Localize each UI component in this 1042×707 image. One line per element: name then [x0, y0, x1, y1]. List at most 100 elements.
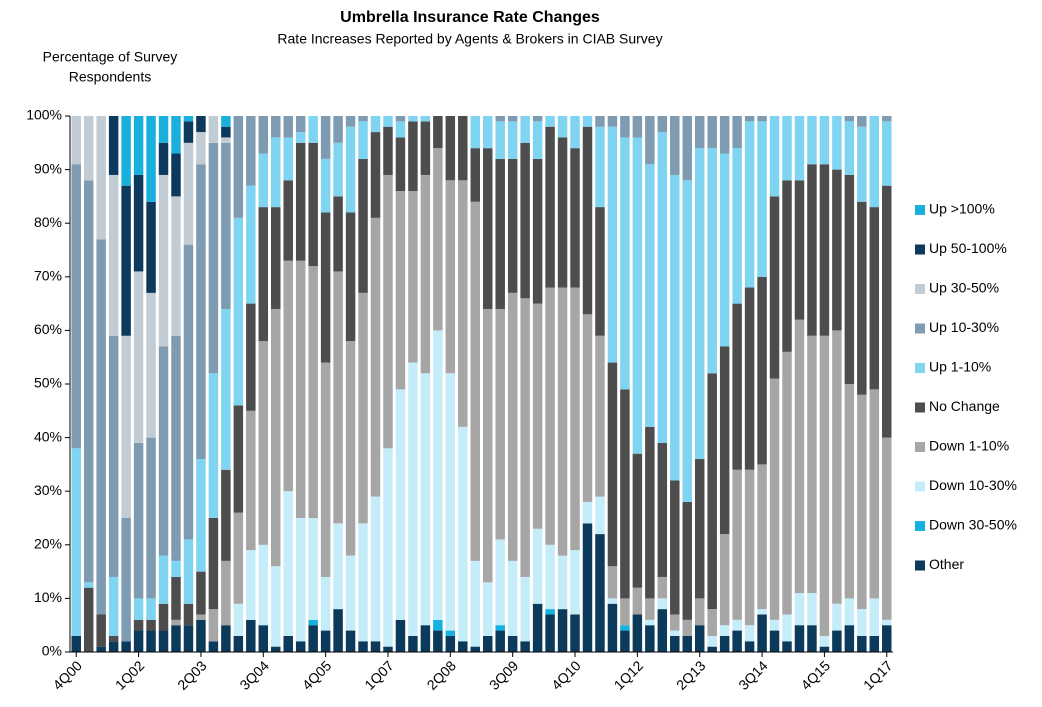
legend-label: Other — [929, 556, 964, 572]
bar-segment — [882, 437, 892, 620]
bar-segment — [320, 576, 331, 631]
bar-segment — [345, 126, 356, 213]
bar-segment — [133, 619, 144, 631]
legend-label: Down 30-50% — [929, 517, 1017, 533]
bar-segment — [420, 373, 431, 626]
bar-segment — [657, 576, 668, 599]
bar-segment — [246, 303, 256, 411]
x-tick-label: 1Q02 — [112, 657, 148, 693]
bar-segment — [582, 314, 593, 502]
bar-segment — [794, 180, 805, 320]
bar-segment — [221, 116, 231, 127]
bar-segment — [857, 126, 867, 202]
bar-segment — [71, 448, 81, 636]
bar-segment — [744, 469, 755, 626]
bar-segment — [694, 148, 705, 460]
bar-segment — [433, 148, 443, 331]
bar-segment — [570, 614, 580, 652]
bar-segment — [582, 126, 593, 315]
bar-segment — [183, 116, 194, 122]
bar-segment — [196, 164, 206, 460]
bar-segment — [520, 142, 530, 299]
bar-segment — [707, 646, 717, 652]
bar-segment — [570, 148, 580, 288]
bar-segment — [882, 116, 892, 122]
bar-segment — [158, 555, 169, 604]
bar-segment — [682, 635, 692, 652]
bar-segment — [532, 121, 543, 159]
bar-segment — [133, 598, 144, 620]
bar-segment — [345, 555, 356, 631]
bar-segment — [732, 469, 742, 620]
bar-segment — [607, 126, 618, 363]
bar-segment — [333, 609, 343, 652]
bar-segment — [607, 603, 618, 652]
bar-segment — [794, 116, 805, 181]
bar-segment — [133, 442, 144, 599]
legend-swatch — [915, 363, 925, 373]
bar-segment — [769, 630, 780, 652]
y-tick-label: 40% — [34, 428, 62, 444]
bar-segment — [233, 512, 244, 604]
bar-segment — [545, 287, 555, 545]
legend-label: No Change — [929, 398, 1000, 414]
bar-segment — [495, 308, 505, 540]
x-tick-label: 4Q00 — [49, 657, 85, 693]
bar-segment — [295, 518, 306, 642]
bar-segment — [295, 142, 306, 261]
bar-segment — [271, 646, 281, 652]
bar-segment — [158, 603, 169, 631]
bar-segment — [682, 619, 692, 636]
bar-segment — [782, 351, 792, 615]
bar-segment — [632, 453, 643, 588]
bar-segment — [507, 116, 518, 122]
bar-segment — [333, 523, 343, 610]
bar-segment — [557, 287, 568, 556]
bar-segment — [420, 121, 431, 175]
bar-segment — [158, 346, 169, 556]
bar-segment — [395, 619, 406, 652]
bar-segment — [183, 142, 194, 245]
bar-segment — [694, 598, 705, 626]
bar-segment — [632, 116, 643, 138]
bar-segment — [857, 201, 867, 395]
bar-segment — [707, 609, 717, 636]
bar-segment — [670, 614, 680, 631]
bar-segment — [320, 630, 331, 652]
bar-segment — [670, 630, 680, 636]
bar-segment — [158, 116, 169, 143]
x-tick-label: 1Q17 — [860, 657, 896, 693]
bar-segment — [507, 635, 518, 652]
bar-segment — [233, 217, 244, 406]
bar-segment — [308, 142, 318, 267]
bar-segment — [221, 137, 231, 143]
bar-segment — [645, 625, 655, 652]
bar-segment — [570, 550, 580, 615]
bar-segment — [757, 614, 767, 652]
bar-segment — [832, 169, 842, 331]
x-tick-label: 4Q05 — [299, 657, 335, 693]
bar-segment — [482, 635, 493, 652]
bar-segment — [807, 164, 817, 336]
bar-segment — [133, 116, 144, 175]
bar-segment — [719, 625, 730, 636]
bar-segment — [832, 630, 842, 652]
bar-segment — [657, 609, 668, 652]
bar-segment — [545, 116, 555, 127]
bar-segment — [183, 121, 194, 143]
bar-segment — [271, 137, 281, 208]
x-tick-label: 2Q03 — [174, 657, 210, 693]
bar-segment — [395, 116, 406, 122]
bar-segment — [470, 646, 481, 652]
bar-segment — [520, 298, 530, 577]
bar-segment — [320, 158, 331, 213]
bar-segment — [495, 539, 505, 626]
bar-segment — [246, 410, 256, 551]
bar-segment — [869, 116, 880, 208]
bar-segment — [607, 362, 618, 567]
bar-segment — [221, 142, 231, 309]
bar-segment — [495, 625, 505, 631]
bar-segment — [345, 116, 356, 127]
bar-segment — [71, 635, 81, 652]
